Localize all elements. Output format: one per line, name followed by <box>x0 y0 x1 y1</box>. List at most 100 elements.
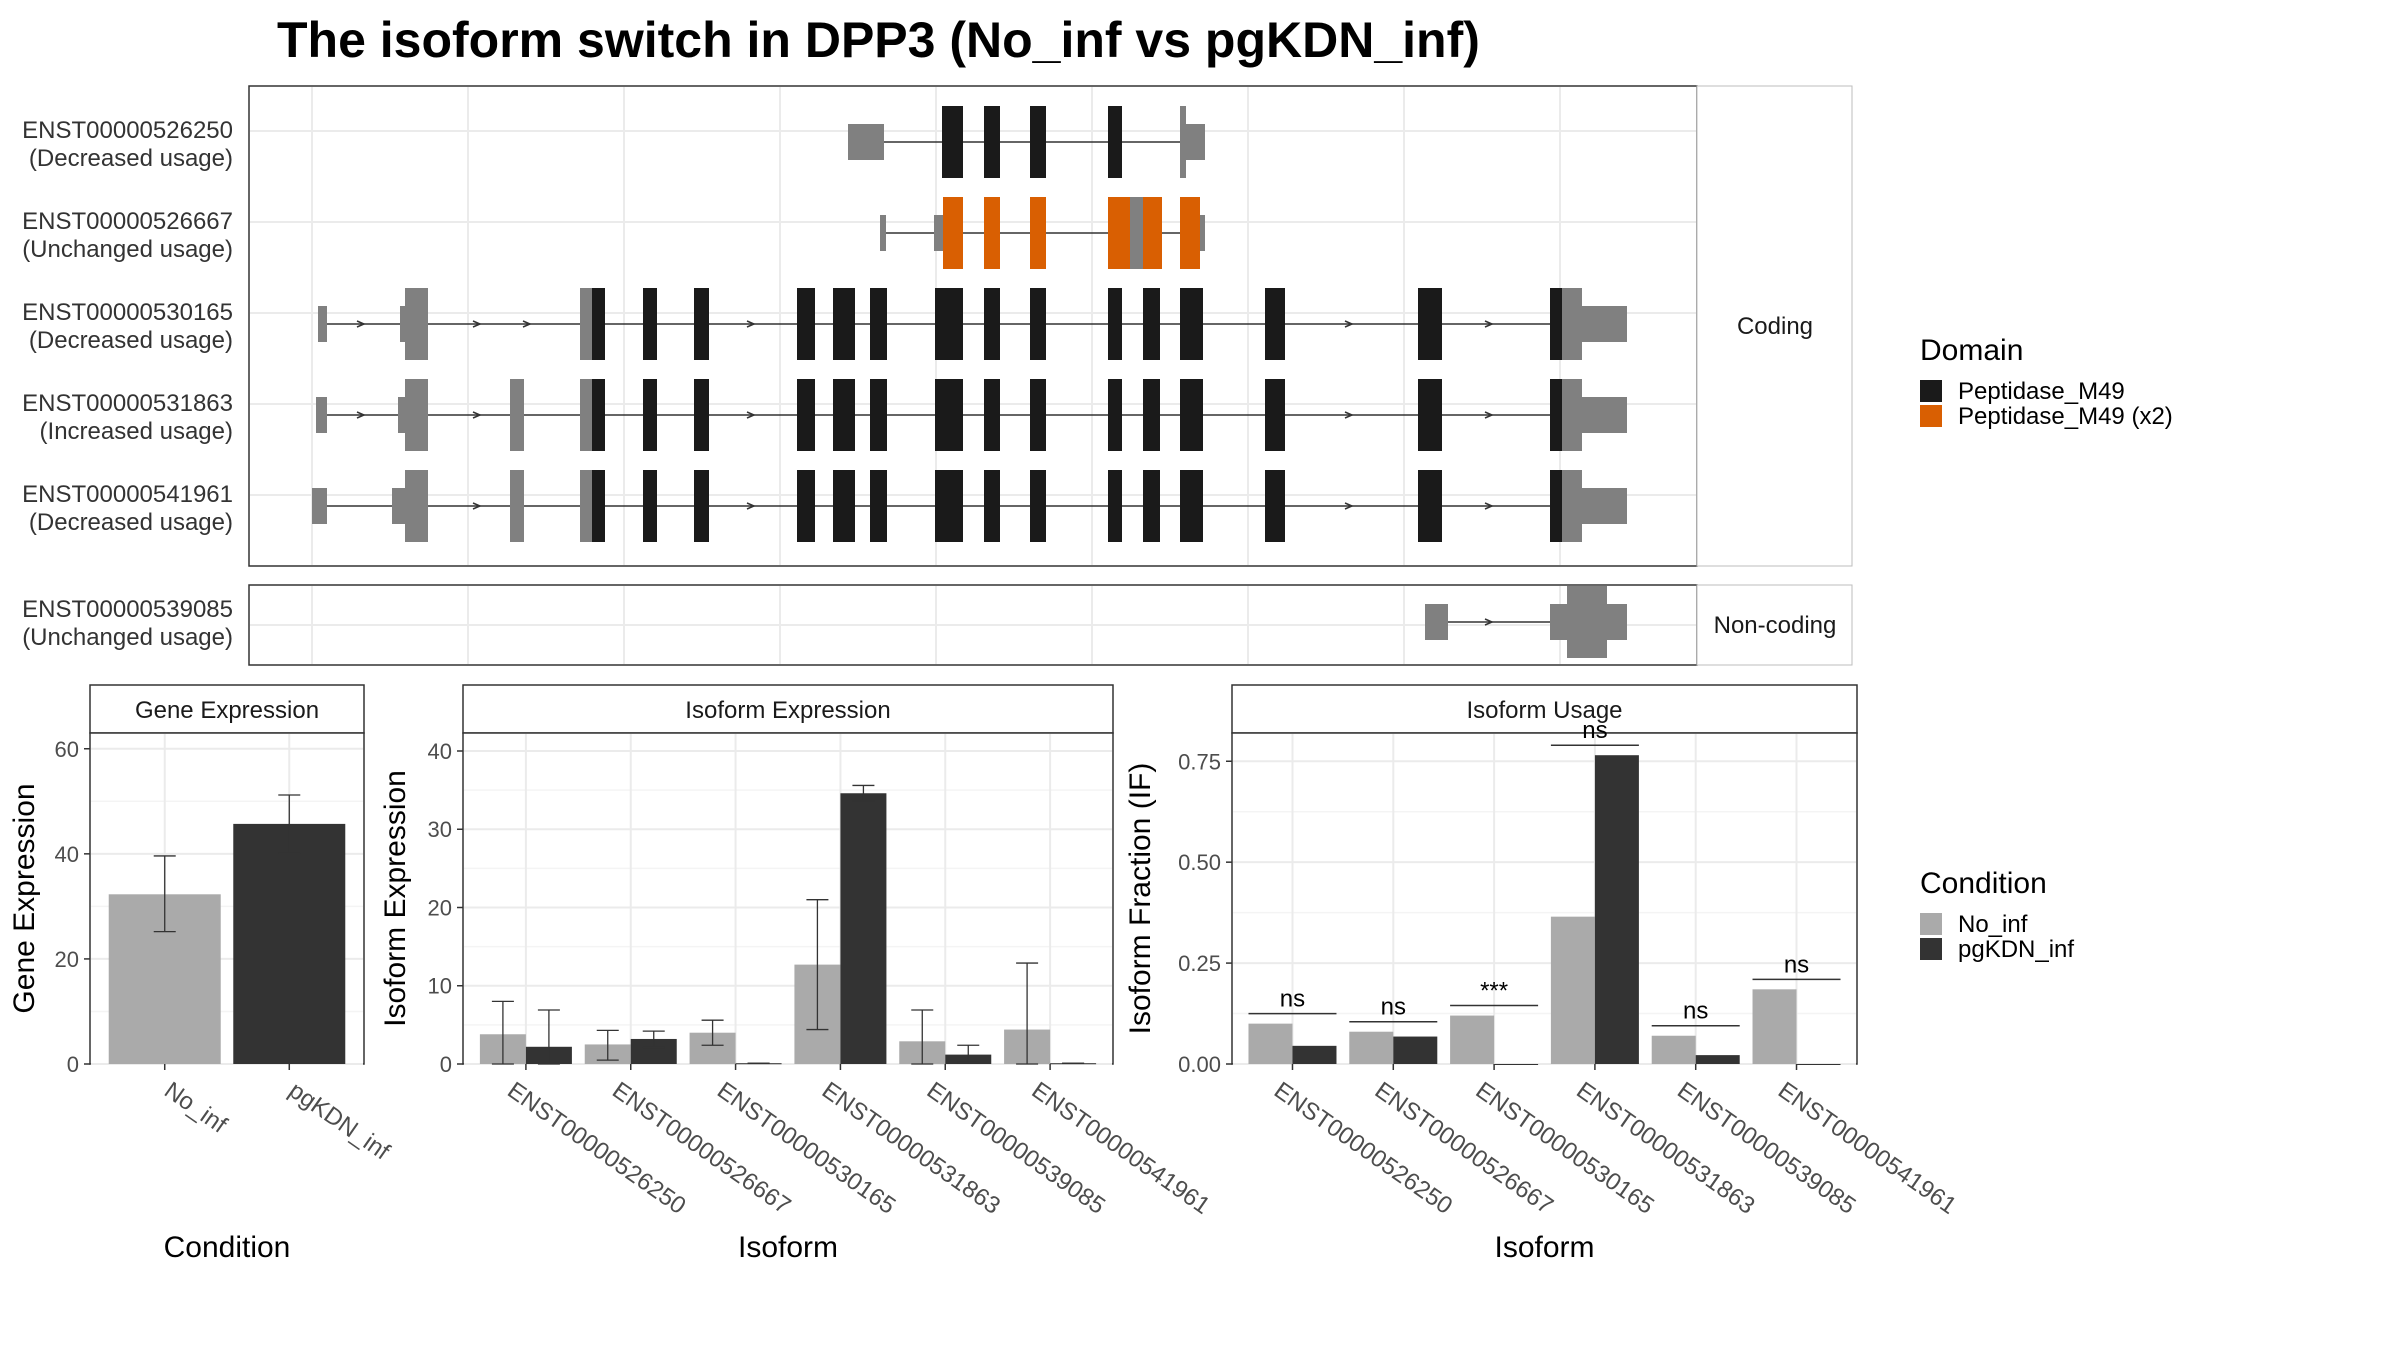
panel-strip-label: Isoform Expression <box>685 697 890 724</box>
exon-block <box>870 379 887 451</box>
bar <box>1796 1064 1841 1065</box>
panel-strip <box>462 684 1114 734</box>
y-tick-label: 30 <box>428 817 452 842</box>
exon-block <box>694 470 709 542</box>
exon-block <box>943 197 963 269</box>
x-tick-label: ENST00000530165 <box>712 1077 900 1220</box>
bar <box>1494 1064 1539 1065</box>
exon-block <box>400 306 405 342</box>
transcript-id-label: ENST00000526250 <box>22 117 233 144</box>
exon-block <box>984 197 1000 269</box>
exon-block <box>643 379 657 451</box>
bar <box>1594 755 1639 1064</box>
intron-arrow <box>1484 411 1494 419</box>
coding-panel-border <box>248 85 1698 567</box>
exon-block <box>1030 379 1046 451</box>
exon-block <box>1108 106 1122 178</box>
condition-legend-key <box>1920 913 1942 935</box>
bar <box>1450 1015 1495 1064</box>
y-tick-label: 0.75 <box>1178 749 1221 774</box>
exon-block <box>1180 470 1203 542</box>
exon-block <box>316 397 327 433</box>
exon-block <box>1425 604 1448 640</box>
bar <box>1248 1023 1293 1064</box>
exon-block <box>1418 379 1442 451</box>
exon-block <box>510 470 524 542</box>
exon-block <box>592 470 605 542</box>
y-tick-label: 10 <box>428 974 452 999</box>
significance-label: ns <box>1582 717 1607 744</box>
intron-arrow <box>1344 502 1354 510</box>
y-tick-label: 20 <box>55 947 79 972</box>
intron-arrow <box>1484 618 1494 626</box>
exon-block <box>1418 470 1442 542</box>
exon-block <box>398 397 405 433</box>
exon-block <box>580 379 592 451</box>
exon-block <box>312 488 327 524</box>
exon-block <box>1265 379 1285 451</box>
x-tick-label: ENST00000530165 <box>1471 1077 1659 1220</box>
intron-arrow <box>472 411 482 419</box>
intron-arrow <box>746 320 756 328</box>
exon-block <box>1582 306 1627 342</box>
exon-block <box>1108 379 1122 451</box>
significance-label: ns <box>1784 951 1809 978</box>
x-axis-title: Isoform <box>738 1231 838 1264</box>
intron-arrow <box>746 411 756 419</box>
exon-block <box>1108 288 1122 360</box>
gene-expression-panel: Gene Expression 0 20 40 60 No_inf pgKDN_inf Con… <box>8 684 395 1264</box>
exon-block <box>880 215 886 251</box>
exon-block <box>935 379 963 451</box>
exon-block <box>1550 604 1567 640</box>
intron-arrow <box>1484 502 1494 510</box>
exon-block <box>1582 397 1627 433</box>
intron-arrow <box>1344 320 1354 328</box>
transcript-usage-label: (Unchanged usage) <box>22 624 233 651</box>
significance-label: *** <box>1480 978 1508 1005</box>
chart-title: The isoform switch in DPP3 (No_inf vs pg… <box>277 12 1480 68</box>
domain-legend-key <box>1920 380 1942 402</box>
legends: Domain Peptidase_M49 Peptidase_M49 (x2) … <box>1920 334 2173 963</box>
exon-block <box>833 288 855 360</box>
exon-block <box>1582 488 1627 524</box>
x-tick-label: ENST00000539085 <box>922 1077 1110 1220</box>
intron-arrow <box>522 320 532 328</box>
condition-legend-label: pgKDN_inf <box>1958 936 2074 963</box>
x-tick-label: No_inf <box>159 1077 232 1139</box>
significance-label: ns <box>1381 994 1406 1021</box>
exon-block <box>1143 197 1162 269</box>
x-tick-label: ENST00000526667 <box>607 1077 795 1220</box>
exon-block <box>1130 197 1143 269</box>
exon-block <box>1030 197 1046 269</box>
y-tick-label: 40 <box>428 739 452 764</box>
exon-block <box>1030 106 1046 178</box>
transcript-id-label: ENST00000531863 <box>22 390 233 417</box>
exon-block <box>797 379 815 451</box>
x-tick-label: ENST00000539085 <box>1672 1077 1860 1220</box>
exon-block <box>580 470 592 542</box>
exon-block <box>984 379 1000 451</box>
exon-block <box>1562 379 1582 451</box>
x-tick-label: ENST00000531863 <box>1571 1077 1759 1220</box>
bar <box>1695 1055 1740 1064</box>
exon-block <box>1200 215 1205 251</box>
exon-block <box>848 124 884 160</box>
intron-arrow <box>746 502 756 510</box>
bar <box>1550 916 1595 1064</box>
x-axis-title: Condition <box>164 1231 291 1264</box>
noncoding-strip <box>1696 584 1853 666</box>
condition-legend-key <box>1920 938 1942 960</box>
condition-legend-title: Condition <box>1920 867 2047 900</box>
exon-block <box>797 288 815 360</box>
coding-strip-label: Coding <box>1737 313 1813 340</box>
exon-block <box>833 470 855 542</box>
panel-strip-label: Gene Expression <box>135 697 319 724</box>
transcript-id-label: ENST00000541961 <box>22 481 233 508</box>
exon-block <box>1550 470 1562 542</box>
y-tick-label: 60 <box>55 737 79 762</box>
transcript-usage-label: (Decreased usage) <box>29 327 233 354</box>
isoform-expression-panel: Isoform Expression 0 10 20 30 40 ENST000005262… <box>379 684 1215 1264</box>
transcript-id-label: ENST00000530165 <box>22 299 233 326</box>
exon-block <box>510 379 524 451</box>
x-tick-label: ENST00000531863 <box>817 1077 1005 1220</box>
